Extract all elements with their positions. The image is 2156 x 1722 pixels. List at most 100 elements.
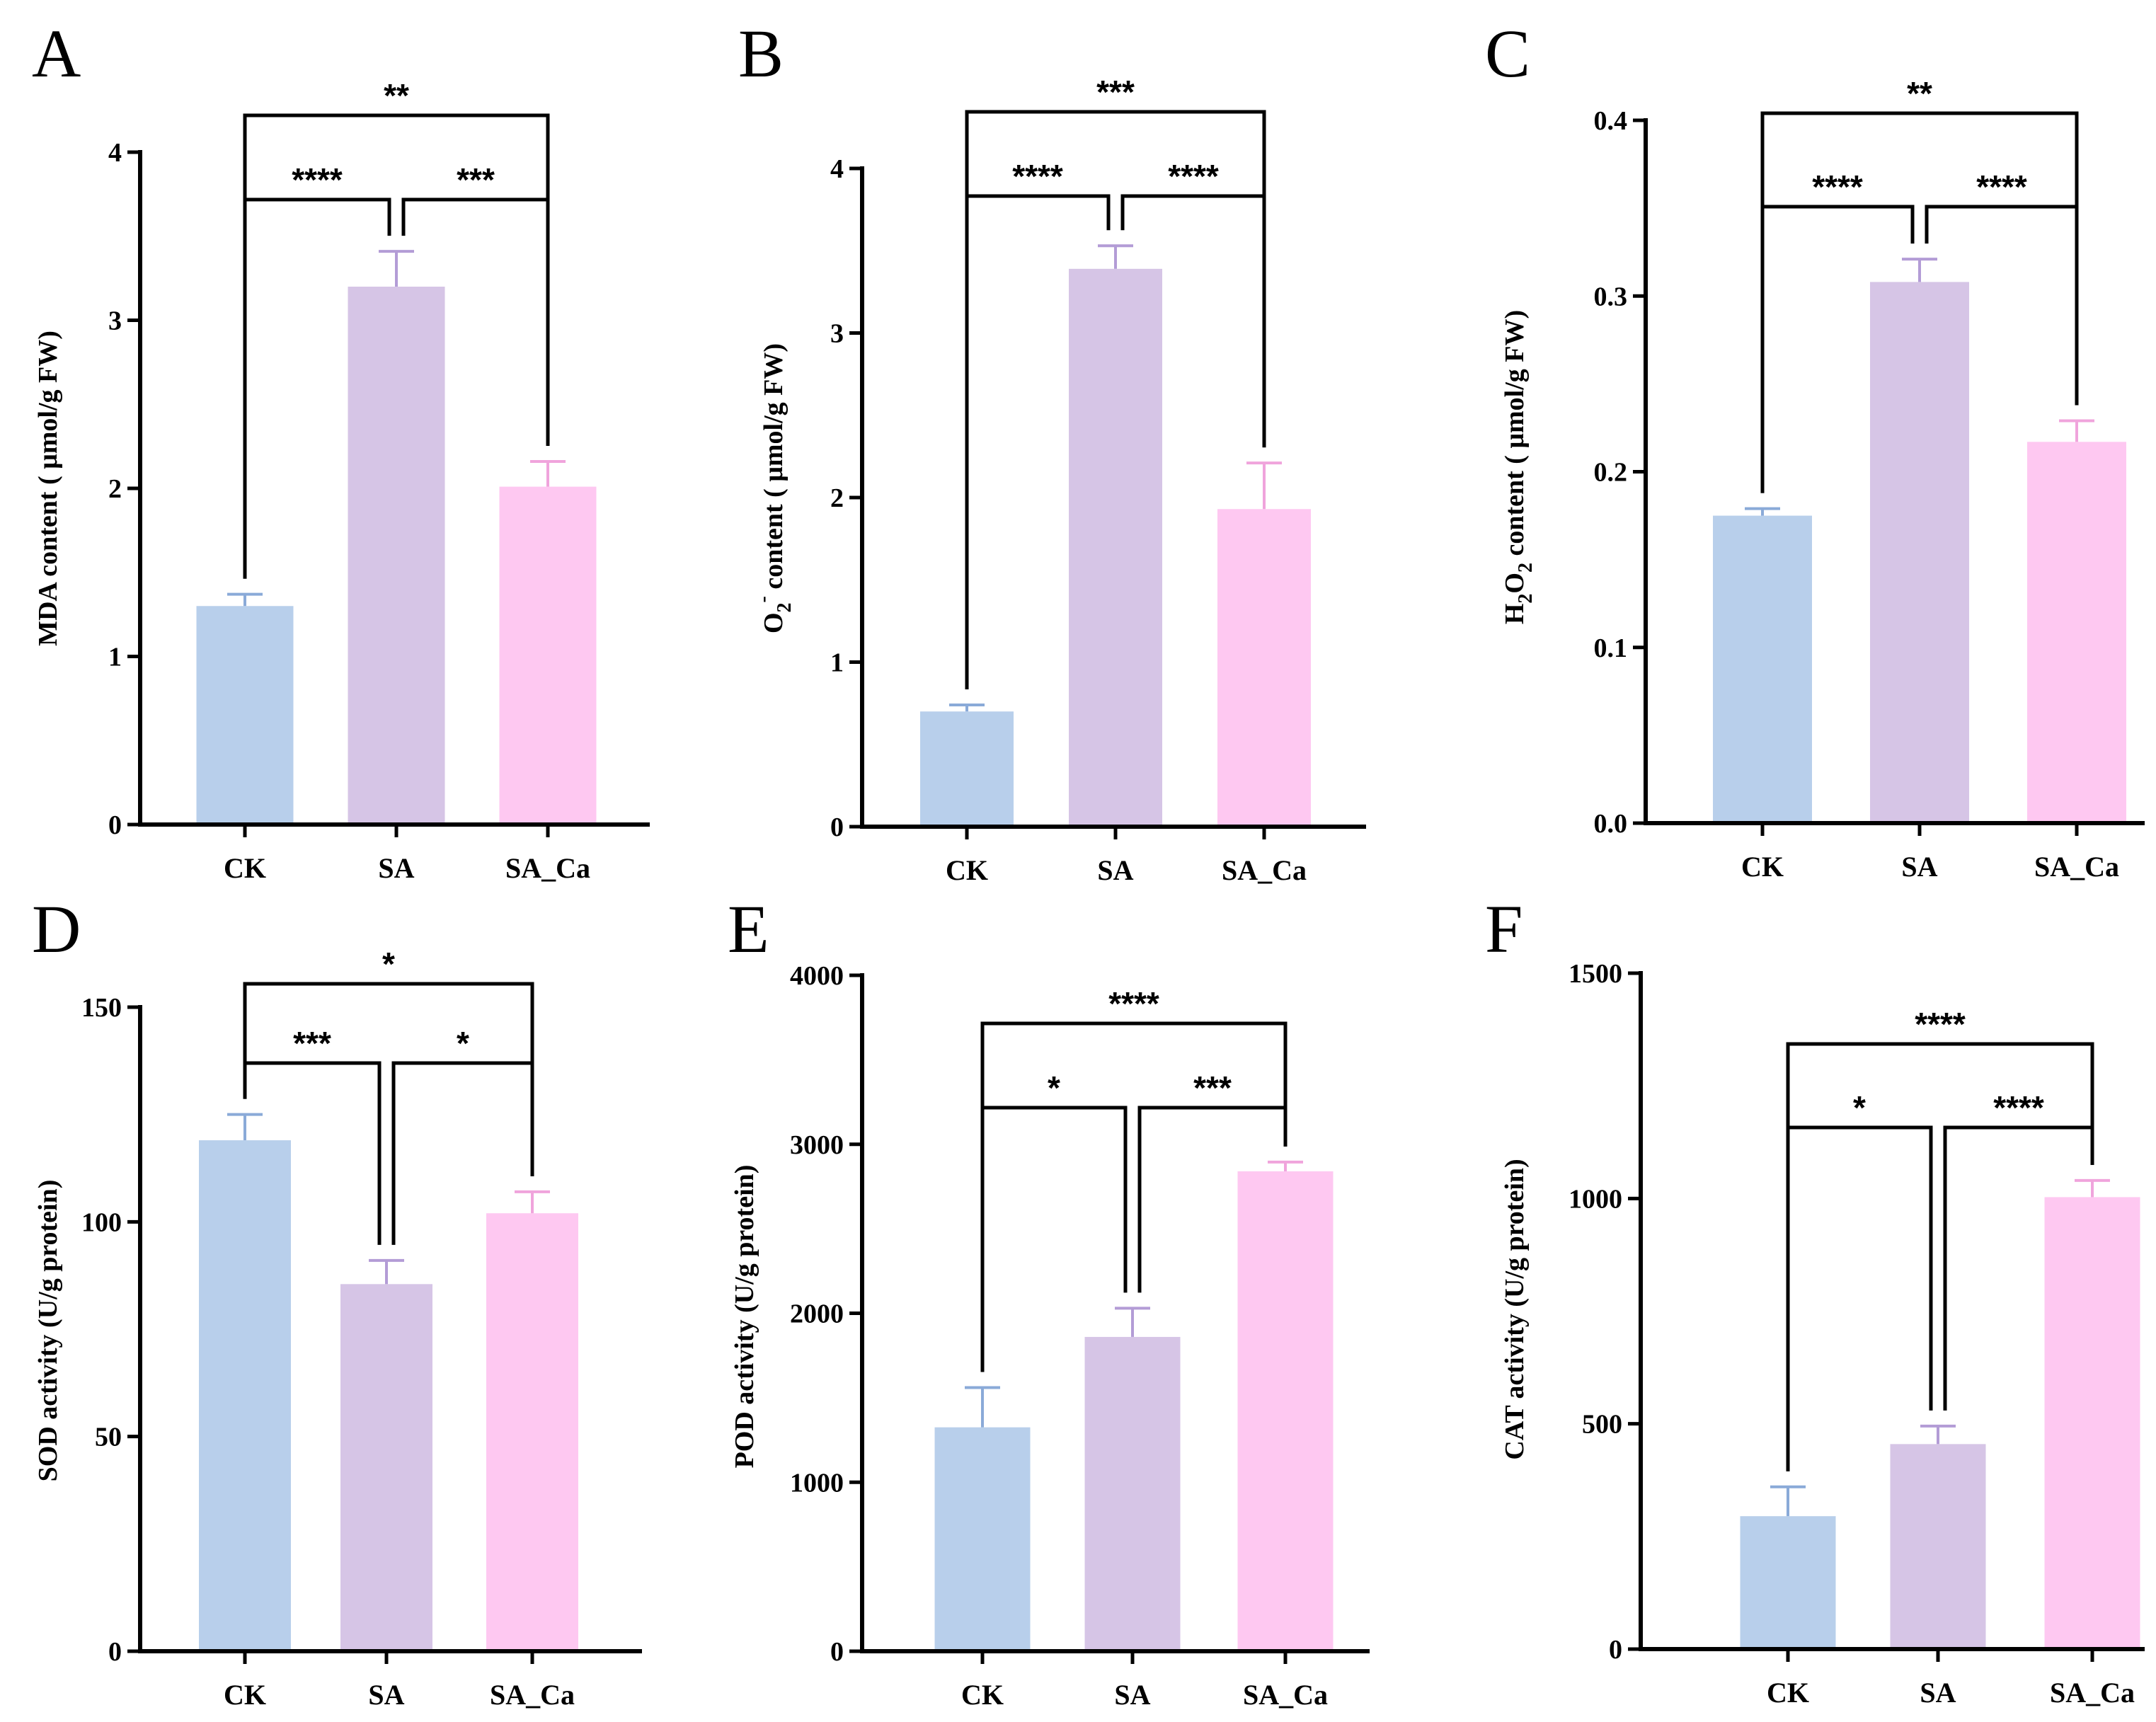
y-tick-label: 4 bbox=[830, 154, 844, 184]
bar-SA bbox=[1890, 1444, 1986, 1649]
significance-label: **** bbox=[1108, 985, 1159, 1022]
y-tick-label: 4000 bbox=[790, 961, 844, 991]
panel-A: A MDA content ( μmol/g FW) 0 1 2 3 4 CK SA SA_Ca *… bbox=[32, 16, 650, 884]
panel-letter: A bbox=[32, 16, 81, 91]
significance-label: * bbox=[382, 946, 395, 982]
significance-bracket bbox=[980, 1106, 1128, 1372]
y-axis-title: POD activity (U/g protein) bbox=[730, 1165, 759, 1469]
ylabel-part: O bbox=[1500, 573, 1530, 594]
ylabel-subscript: 2 bbox=[1515, 594, 1537, 604]
significance-label: ** bbox=[1907, 75, 1932, 112]
y-tick-label: 1000 bbox=[1569, 1184, 1622, 1214]
panel-E: E POD activity (U/g protein) 0 1000 2000 3000… bbox=[728, 891, 1370, 1711]
bar-CK bbox=[1713, 515, 1812, 823]
significance-label: **** bbox=[1915, 1006, 1966, 1043]
significance-bracket bbox=[980, 1021, 1288, 1372]
y-tick-label: 3 bbox=[108, 306, 122, 336]
y-axis-title: SOD activity (U/g protein) bbox=[33, 1180, 63, 1482]
y-tick-label: 1 bbox=[108, 643, 122, 672]
significance-label: **** bbox=[1993, 1089, 2044, 1126]
y-tick-label: 500 bbox=[1582, 1410, 1622, 1440]
y-tick-label: 0 bbox=[108, 810, 122, 840]
bar-CK bbox=[199, 1140, 291, 1651]
bar-SA_Ca bbox=[2027, 442, 2126, 823]
y-tick-label: 2000 bbox=[790, 1299, 844, 1329]
x-tick-label-SA_Ca: SA_Ca bbox=[1222, 854, 1307, 886]
bar-CK bbox=[196, 606, 294, 825]
ylabel-subscript: 2 bbox=[1515, 563, 1537, 573]
y-tick-label: 0 bbox=[108, 1637, 122, 1667]
ylabel-subscript: 2 bbox=[774, 602, 796, 612]
y-axis-title: H2O2 content ( μmol/g FW) bbox=[1500, 310, 1537, 624]
bar-SA_Ca bbox=[499, 486, 597, 825]
ylabel-part: content ( μmol/g FW) bbox=[1500, 310, 1530, 563]
significance-label: **** bbox=[292, 161, 343, 198]
significance-label: *** bbox=[1096, 74, 1135, 110]
significance-bracket bbox=[965, 110, 1266, 689]
bar-SA_Ca bbox=[486, 1213, 578, 1651]
y-axis-title: MDA content ( μmol/g FW) bbox=[33, 331, 63, 646]
panel-letter: B bbox=[738, 16, 784, 91]
x-tick-label-SA_Ca: SA_Ca bbox=[2034, 851, 2119, 883]
bar-SA bbox=[348, 287, 445, 825]
x-tick-label-CK: CK bbox=[946, 854, 988, 886]
x-tick-label-CK: CK bbox=[1741, 851, 1784, 883]
y-tick-label: 3000 bbox=[790, 1130, 844, 1160]
panel-letter: D bbox=[32, 891, 81, 967]
x-tick-label-SA_Ca: SA_Ca bbox=[505, 852, 590, 884]
bar-SA bbox=[1069, 268, 1162, 827]
x-tick-label-SA: SA bbox=[1097, 854, 1133, 886]
x-tick-label-CK: CK bbox=[224, 1679, 266, 1711]
x-tick-label-SA: SA bbox=[1901, 851, 1937, 883]
y-axis-title: CAT activity (U/g protein) bbox=[1500, 1159, 1530, 1459]
significance-label: **** bbox=[1168, 158, 1219, 195]
y-tick-label: 0.2 bbox=[1594, 458, 1628, 488]
ylabel-part: H bbox=[1500, 604, 1530, 625]
panel-F: F CAT activity (U/g protein) 0 500 1000 1500 C… bbox=[1485, 891, 2145, 1709]
bar-CK bbox=[1740, 1516, 1836, 1649]
y-tick-label: 1 bbox=[830, 648, 844, 678]
significance-label: * bbox=[1853, 1089, 1866, 1126]
y-tick-label: 2 bbox=[830, 483, 844, 513]
panel-letter: C bbox=[1485, 16, 1530, 91]
significance-label: *** bbox=[293, 1025, 331, 1062]
bar-SA bbox=[340, 1284, 432, 1651]
panel-D: D SOD activity (U/g protein) 0 50 100 150 CK SA… bbox=[32, 891, 642, 1711]
x-tick-label-CK: CK bbox=[224, 852, 266, 884]
x-tick-label-SA_Ca: SA_Ca bbox=[1243, 1679, 1328, 1711]
x-tick-label-SA: SA bbox=[378, 852, 414, 884]
significance-label: *** bbox=[457, 161, 495, 198]
y-tick-label: 1000 bbox=[790, 1468, 844, 1498]
significance-bracket bbox=[243, 982, 534, 1176]
significance-bracket bbox=[1786, 1125, 1933, 1471]
significance-label: *** bbox=[1193, 1069, 1232, 1106]
x-tick-label-SA: SA bbox=[1114, 1679, 1150, 1711]
y-tick-label: 4 bbox=[108, 138, 122, 168]
y-tick-label: 100 bbox=[81, 1207, 122, 1237]
y-tick-label: 150 bbox=[81, 993, 122, 1023]
bar-SA bbox=[1084, 1336, 1181, 1651]
significance-bracket bbox=[1786, 1042, 2094, 1471]
x-tick-label-SA: SA bbox=[1920, 1677, 1956, 1709]
panel-letter: E bbox=[728, 891, 769, 967]
y-axis-title: O2- content ( μmol/g FW) bbox=[752, 343, 796, 633]
significance-bracket bbox=[243, 113, 550, 579]
y-tick-label: 2 bbox=[108, 474, 122, 504]
bar-SA_Ca bbox=[2044, 1197, 2140, 1649]
significance-bracket bbox=[1760, 111, 2079, 493]
bar-SA bbox=[1870, 282, 1969, 823]
x-tick-label-SA_Ca: SA_Ca bbox=[490, 1679, 575, 1711]
y-tick-label: 50 bbox=[95, 1423, 122, 1452]
y-tick-label: 0.0 bbox=[1594, 809, 1628, 839]
y-tick-label: 1500 bbox=[1569, 959, 1622, 989]
x-tick-label-SA_Ca: SA_Ca bbox=[2050, 1677, 2135, 1709]
bar-SA_Ca bbox=[1217, 509, 1311, 827]
y-tick-label: 0.1 bbox=[1594, 633, 1628, 663]
y-tick-label: 3 bbox=[830, 319, 844, 349]
bar-SA_Ca bbox=[1237, 1171, 1334, 1651]
significance-label: * bbox=[457, 1025, 469, 1062]
y-tick-label: 0 bbox=[1609, 1635, 1622, 1665]
